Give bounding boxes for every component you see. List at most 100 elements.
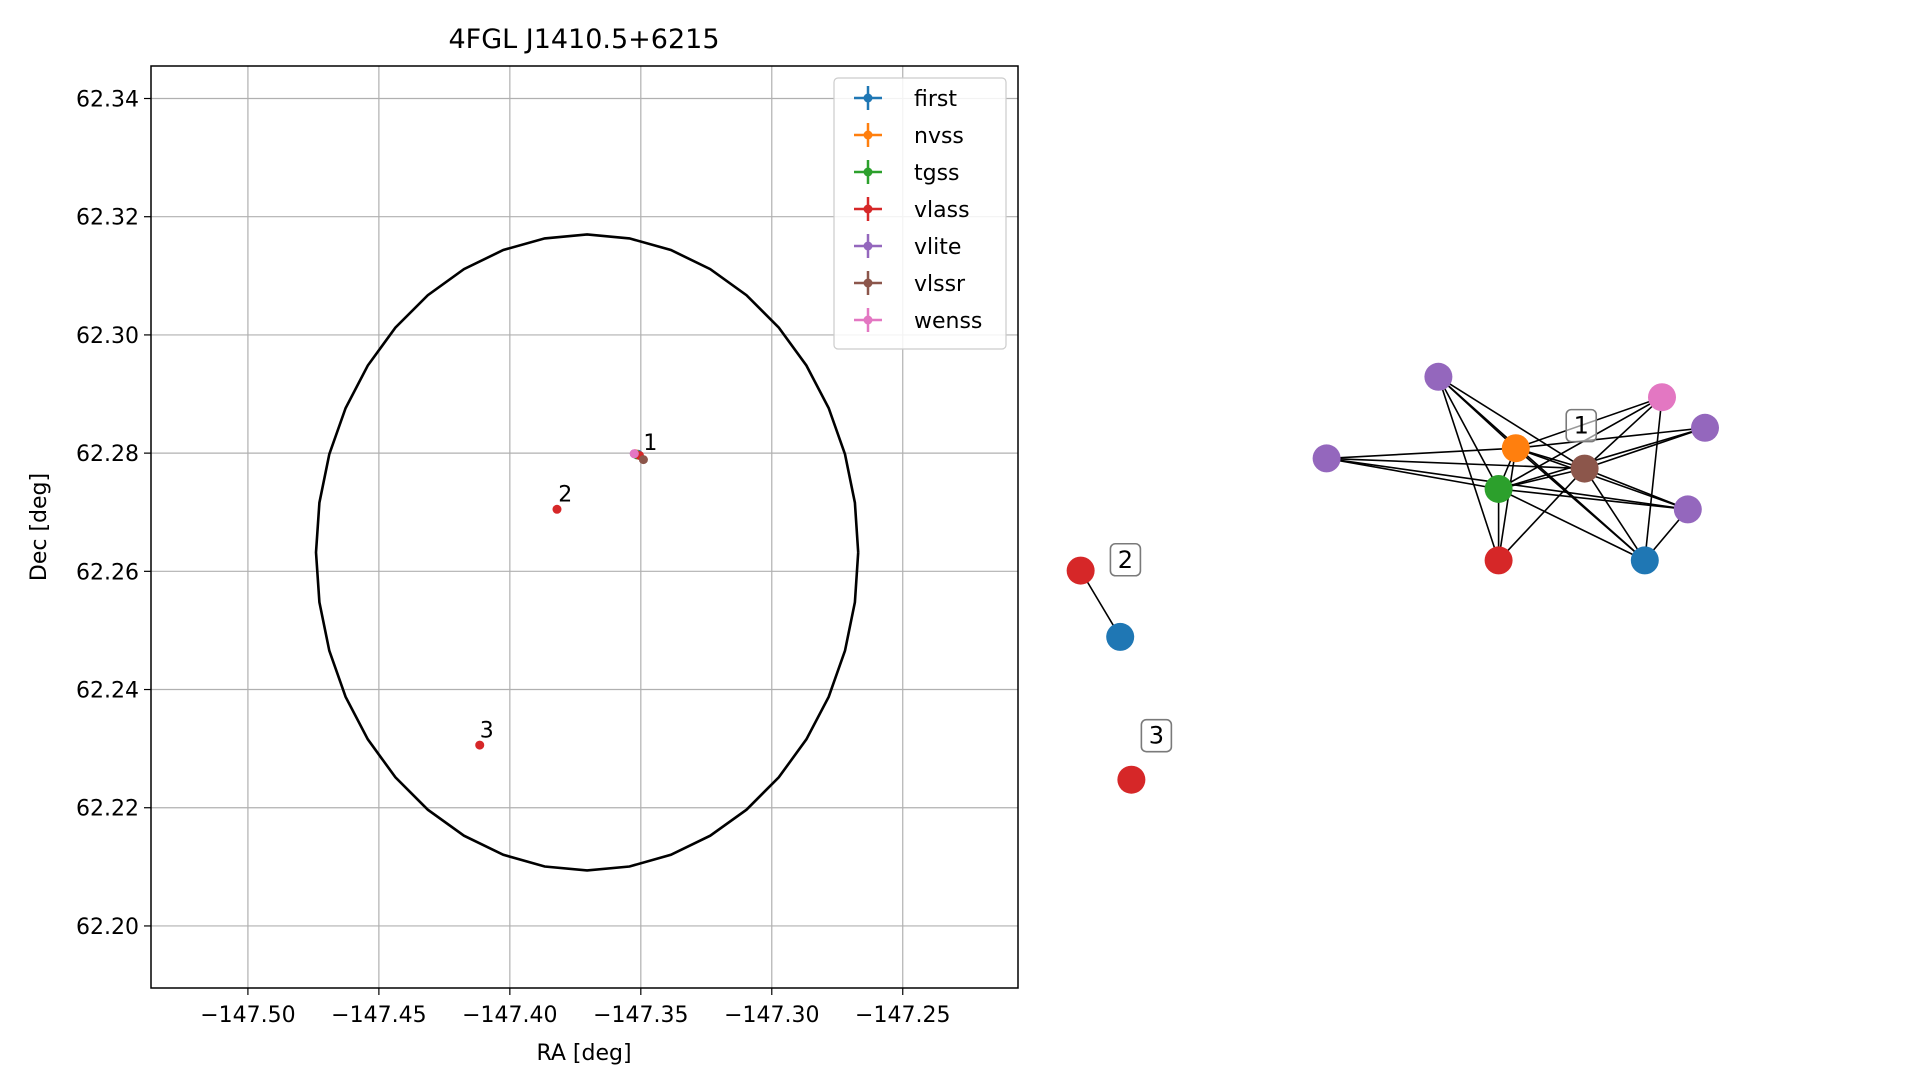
legend-marker-dot <box>863 315 873 325</box>
x-tick-label: −147.45 <box>331 1003 426 1028</box>
label-text: 1 <box>1574 412 1589 440</box>
y-tick-label: 62.22 <box>76 797 139 822</box>
network-edge <box>1437 376 1586 470</box>
network-node-vlass <box>1066 556 1095 585</box>
network-node-vlass <box>1484 546 1513 575</box>
x-tick-label: −147.50 <box>200 1003 295 1028</box>
network-edge <box>1498 488 1688 511</box>
x-tick-label: −147.25 <box>855 1003 950 1028</box>
network-node-first <box>1106 622 1135 651</box>
y-tick-label: 62.26 <box>76 560 139 585</box>
network-node-vlite <box>1424 362 1453 391</box>
y-axis-ticks: 62.20 62.22 62.24 62.26 62.28 62.30 62.32 62.34 <box>76 88 151 940</box>
network-node-vlssr <box>1570 454 1599 483</box>
chart-title: 4FGL J1410.5+6215 <box>448 24 719 55</box>
y-tick-label: 62.30 <box>76 324 139 349</box>
label-box <box>1140 718 1173 753</box>
network-edge <box>1437 376 1500 490</box>
legend-label: vlass <box>914 198 970 223</box>
network-edge <box>1644 397 1663 561</box>
legend-marker-dot <box>863 241 873 251</box>
network-node-nvss <box>1501 434 1530 463</box>
point-annotation: 1 <box>643 431 657 456</box>
legend-entry-nvss: nvss <box>854 123 964 149</box>
network-group-labels: 1 2 3 <box>1109 408 1598 753</box>
network-node-vlite <box>1691 413 1719 442</box>
data-points <box>475 449 648 750</box>
x-tick-label: −147.40 <box>462 1003 557 1028</box>
network-edge <box>1498 427 1706 490</box>
label-box <box>1109 542 1142 577</box>
network-group-label: 2 <box>1109 542 1142 577</box>
network-edge <box>1515 447 1689 511</box>
network-edge <box>1515 427 1706 449</box>
legend: first nvss tgss vlass vlite vlssr wenss <box>833 77 1007 350</box>
network-edge <box>1326 447 1516 460</box>
legend-entry-vlass: vlass <box>854 197 970 223</box>
legend-label: first <box>914 87 957 112</box>
network-edge <box>1583 468 1646 561</box>
point-vlass <box>475 740 485 750</box>
point-annotation: 2 <box>558 483 572 508</box>
y-tick-label: 62.20 <box>76 915 139 940</box>
network-edge <box>1584 467 1689 511</box>
plot-frame <box>150 65 1019 989</box>
network-edge <box>1498 488 1646 562</box>
x-tick-label: −147.30 <box>724 1003 819 1028</box>
legend-entry-tgss: tgss <box>854 160 960 186</box>
network-node-wenss <box>1648 383 1676 412</box>
x-tick-label: −147.35 <box>593 1003 688 1028</box>
network-node-tgss <box>1484 475 1513 503</box>
legend-label: wenss <box>914 309 982 334</box>
point-vlssr <box>638 455 648 465</box>
legend-entry-vlite: vlite <box>854 234 961 260</box>
x-axis-label: RA [deg] <box>536 1041 631 1066</box>
network-nodes <box>1066 362 1719 794</box>
network-edge <box>1498 468 1586 561</box>
legend-entry-first: first <box>854 86 957 112</box>
network-group-label: 3 <box>1140 718 1173 753</box>
x-axis-ticks: −147.50 −147.45 −147.40 −147.35 −147.30 −147.… <box>200 988 950 1028</box>
legend-box <box>833 77 1007 350</box>
legend-entry-vlssr: vlssr <box>854 271 966 297</box>
legend-marker-dot <box>863 167 873 177</box>
legend-label: vlite <box>914 235 961 260</box>
localization-ellipse <box>314 233 860 872</box>
point-wenss <box>629 449 639 459</box>
legend-marker-dot <box>863 204 873 214</box>
legend-label: nvss <box>914 124 964 149</box>
legend-label: vlssr <box>914 272 966 297</box>
legend-marker-dot <box>863 93 873 103</box>
point-annotation: 3 <box>480 718 494 743</box>
network-edge <box>1326 457 1499 490</box>
y-tick-label: 62.34 <box>76 88 139 113</box>
network-edge <box>1498 467 1585 490</box>
network-edge <box>1326 457 1585 470</box>
label-text: 3 <box>1149 722 1164 750</box>
network-node-first <box>1630 546 1659 575</box>
network-edge <box>1498 396 1663 490</box>
network-edge <box>1497 448 1517 561</box>
legend-marker-dot <box>863 130 873 140</box>
label-text: 2 <box>1118 546 1133 574</box>
network-group-label: 1 <box>1565 408 1598 443</box>
network-edges <box>1079 376 1706 638</box>
point-annotations: 1 2 3 <box>480 431 658 743</box>
network-edge <box>1584 427 1706 470</box>
network-edge <box>1437 376 1500 561</box>
y-tick-label: 62.28 <box>76 442 139 467</box>
network-node-vlite <box>1312 444 1341 473</box>
scatter-panel: 4FGL J1410.5+6215 123 −147.50 −147.45 −147… <box>27 24 1019 1066</box>
network-node-vlass <box>1117 765 1146 794</box>
network-edge <box>1584 396 1663 470</box>
ellipse-outline <box>314 233 860 872</box>
network-node-vlite <box>1673 495 1702 524</box>
legend-label: tgss <box>914 161 960 186</box>
legend-marker-dot <box>863 278 873 288</box>
y-axis-label: Dec [deg] <box>27 473 52 581</box>
point-vlass <box>552 504 562 514</box>
legend-entry-wenss: wenss <box>854 308 982 334</box>
label-box <box>1565 408 1598 443</box>
y-tick-label: 62.24 <box>76 679 139 704</box>
